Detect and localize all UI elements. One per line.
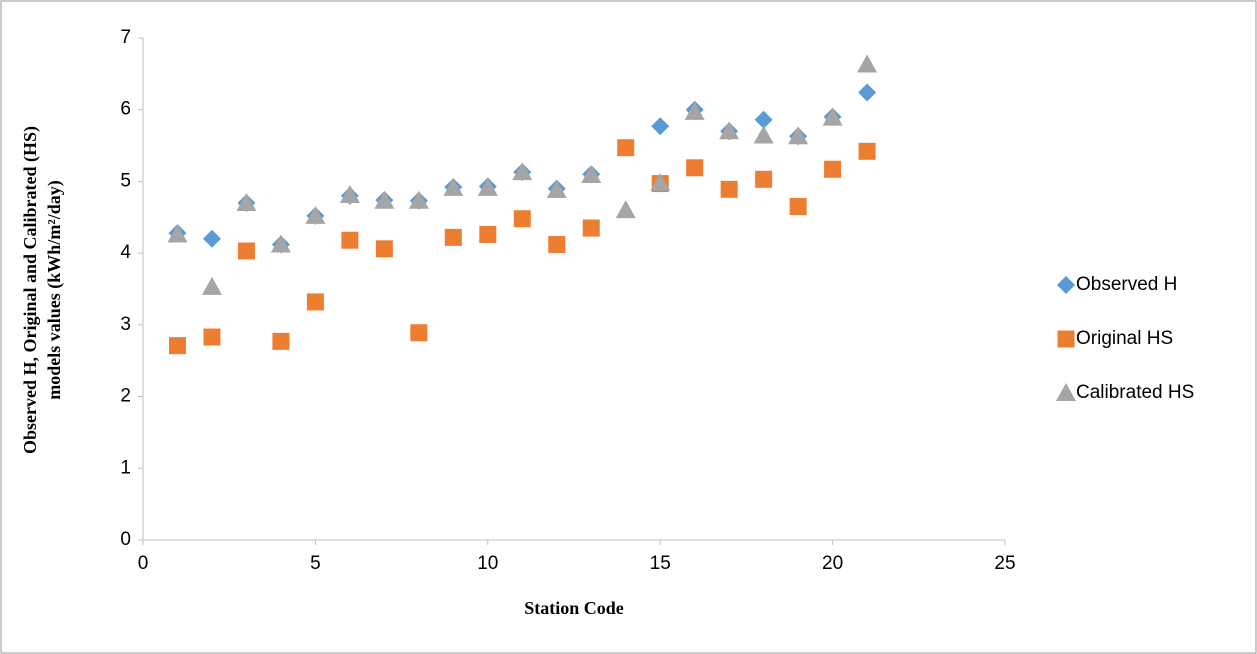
point xyxy=(548,236,566,254)
legend-label: Observed H xyxy=(1076,274,1177,295)
point xyxy=(479,225,497,243)
point xyxy=(651,117,670,136)
x-tick-label: 10 xyxy=(477,553,498,574)
point xyxy=(858,142,876,160)
point xyxy=(410,324,428,342)
point xyxy=(477,177,498,196)
point xyxy=(788,126,809,145)
point xyxy=(858,83,877,102)
point xyxy=(546,180,567,199)
y-tick-label: 1 xyxy=(120,457,131,478)
point xyxy=(615,200,636,219)
point xyxy=(822,107,843,126)
x-tick-label: 0 xyxy=(138,553,149,574)
point xyxy=(375,240,393,258)
point xyxy=(408,190,429,209)
point xyxy=(374,190,395,209)
point xyxy=(720,180,738,198)
x-tick-label: 5 xyxy=(310,553,321,574)
point xyxy=(617,139,635,157)
y-tick-label: 2 xyxy=(120,386,131,407)
y-tick-label: 7 xyxy=(120,27,131,48)
point xyxy=(270,234,291,253)
x-axis-title: Station Code xyxy=(524,598,624,618)
legend-label: Calibrated HS xyxy=(1076,382,1194,403)
point xyxy=(168,337,186,355)
point xyxy=(339,185,360,204)
point xyxy=(513,210,531,228)
x-tick-label: 25 xyxy=(994,553,1015,574)
point xyxy=(167,224,188,243)
point xyxy=(582,219,600,237)
point xyxy=(443,177,464,196)
point xyxy=(201,276,222,295)
y-tick-label: 5 xyxy=(120,170,131,191)
legend-marker xyxy=(1056,383,1076,401)
y-tick-label: 3 xyxy=(120,314,131,335)
point xyxy=(236,192,257,211)
point xyxy=(444,228,462,246)
y-tick-label: 6 xyxy=(120,99,131,120)
point xyxy=(755,170,773,188)
point xyxy=(203,328,221,346)
legend-label: Original HS xyxy=(1076,328,1173,349)
point xyxy=(202,229,221,248)
point xyxy=(512,162,533,181)
y-tick-label: 4 xyxy=(120,242,131,263)
y-axis-title: Observed H, Original and Calibrated (HS) xyxy=(20,126,41,454)
point xyxy=(824,160,842,178)
legend-marker xyxy=(1057,330,1075,348)
point xyxy=(305,205,326,224)
point xyxy=(341,231,359,249)
point xyxy=(753,125,774,144)
point xyxy=(789,198,807,216)
y-tick-label: 0 xyxy=(120,529,131,550)
point xyxy=(754,110,773,129)
x-tick-label: 15 xyxy=(650,553,671,574)
point xyxy=(684,101,705,120)
point xyxy=(272,332,290,350)
point xyxy=(237,242,255,260)
x-tick-label: 20 xyxy=(822,553,843,574)
point xyxy=(650,172,671,191)
point xyxy=(719,121,740,140)
point xyxy=(306,293,324,311)
y-axis-title: models values (kWh/m²/day) xyxy=(44,180,65,399)
point xyxy=(857,54,878,73)
legend-marker xyxy=(1057,276,1075,294)
point xyxy=(581,164,602,183)
point xyxy=(686,159,704,177)
